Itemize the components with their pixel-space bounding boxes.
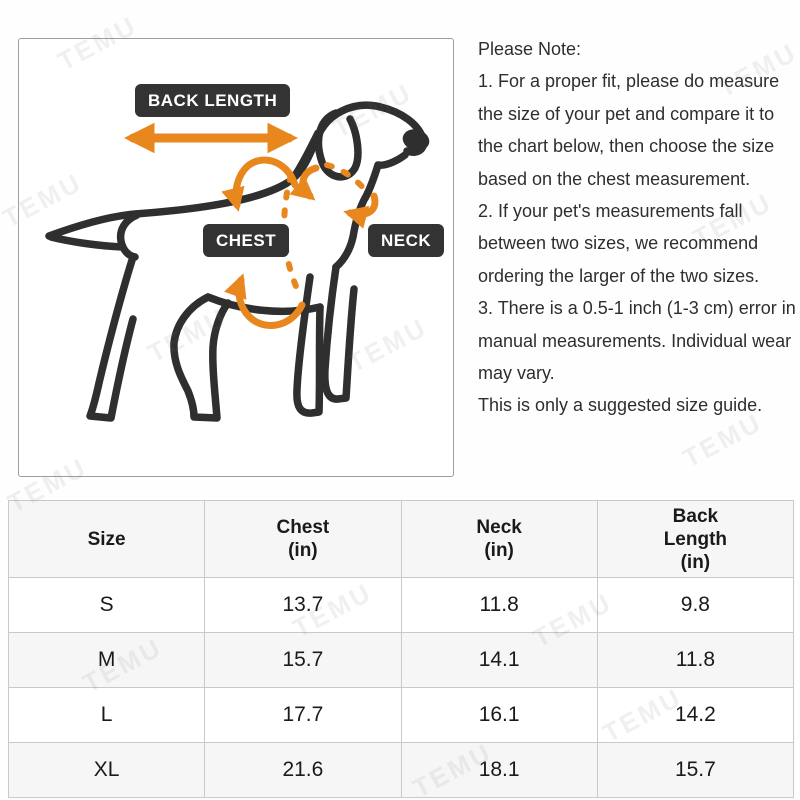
dog-front-far-leg-path <box>321 263 358 403</box>
table-row-s: S 13.7 11.8 9.8 <box>7 577 795 633</box>
dog-measurement-diagram: BACK LENGTH CHEST NECK <box>18 38 454 477</box>
cell-chest: 15.7 <box>204 632 402 688</box>
chest-label: CHEST <box>203 224 290 257</box>
note-item-3: 3. There is a 0.5-1 inch (1-3 cm) error … <box>478 298 796 384</box>
cell-size: M <box>7 632 206 688</box>
chest-top-arrow <box>221 156 299 212</box>
dog-outline <box>45 101 428 422</box>
neck-girth-dashed-line <box>324 162 372 198</box>
chest-bottom-arrow <box>224 273 306 329</box>
col-header-neck: Neck (in) <box>400 500 598 578</box>
dog-hind-near-leg-path <box>170 293 232 422</box>
cell-back: 15.7 <box>596 742 795 798</box>
size-table: Size Chest (in) Neck (in) Back Length (i… <box>7 500 795 798</box>
dog-front-near-leg-path <box>293 273 324 417</box>
dog-jaw-chest-path <box>332 151 409 271</box>
cell-size: S <box>7 577 206 633</box>
cell-back: 11.8 <box>596 632 795 688</box>
col-header-back-length: Back Length (in) <box>596 500 795 578</box>
cell-chest: 13.7 <box>204 577 402 633</box>
cell-back: 9.8 <box>596 577 795 633</box>
col-header-size: Size <box>7 500 206 578</box>
dog-belly-path <box>204 293 324 316</box>
table-row-m: M 15.7 14.1 11.8 <box>7 632 795 688</box>
cell-neck: 14.1 <box>400 632 598 688</box>
table-row-l: L 17.7 16.1 14.2 <box>7 687 795 743</box>
cell-size: L <box>7 687 206 743</box>
dog-nose <box>402 129 430 151</box>
cell-neck: 16.1 <box>400 687 598 743</box>
neck-right-arrow <box>343 192 379 229</box>
cell-chest: 21.6 <box>204 742 402 798</box>
neck-left-arrow <box>289 164 320 201</box>
notes-title: Please Note: <box>478 39 582 59</box>
dog-ear-path <box>314 109 362 181</box>
dog-hind-far-leg-path <box>86 253 137 422</box>
note-item-1: 1. For a proper fit, please do measure t… <box>478 71 780 189</box>
note-item-4: This is only a suggested size guide. <box>478 395 763 416</box>
cell-neck: 11.8 <box>400 577 598 633</box>
cell-chest: 17.7 <box>204 687 402 743</box>
cell-size: XL <box>7 742 206 798</box>
size-table-header-row: Size Chest (in) Neck (in) Back Length (i… <box>7 500 795 578</box>
back-length-label: BACK LENGTH <box>135 84 291 117</box>
cell-neck: 18.1 <box>400 742 598 798</box>
notes-section: Please Note: 1. For a proper fit, please… <box>478 33 800 422</box>
dog-tail-path <box>47 233 127 251</box>
cell-back: 14.2 <box>596 687 795 743</box>
note-item-2: 2. If your pet's measurements fall betwe… <box>478 201 760 286</box>
neck-label: NECK <box>368 224 445 257</box>
table-row-xl: XL 21.6 18.1 15.7 <box>7 742 795 798</box>
col-header-chest: Chest (in) <box>204 500 402 578</box>
